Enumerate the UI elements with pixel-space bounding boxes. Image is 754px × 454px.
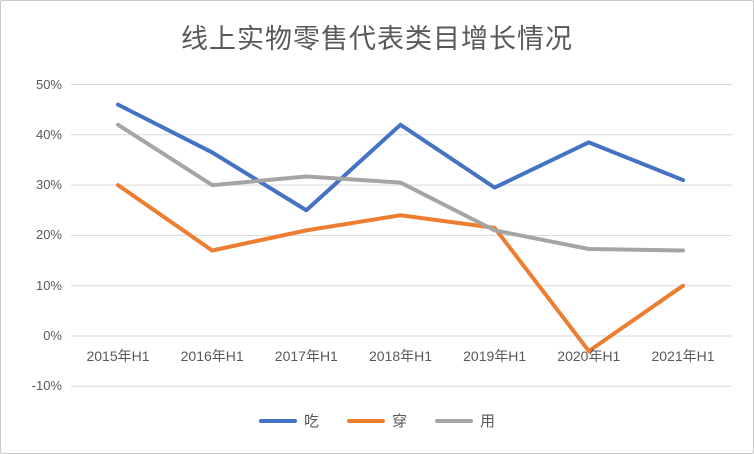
x-axis-label: 2021年H1 — [651, 348, 715, 364]
legend-item: 用 — [435, 410, 495, 431]
x-axis-label: 2018年H1 — [368, 348, 433, 364]
y-axis-tick-label: 50% — [35, 76, 62, 92]
legend-item: 穿 — [346, 410, 407, 431]
legend: 吃穿用 — [1, 410, 753, 431]
y-axis-tick-label: 40% — [35, 126, 62, 142]
series-line-1 — [116, 183, 686, 354]
series-line-0 — [116, 102, 686, 213]
y-axis-tick-label: 10% — [35, 277, 62, 293]
series-line-2 — [116, 122, 686, 253]
legend-label: 用 — [480, 413, 496, 430]
legend-label: 吃 — [303, 413, 319, 430]
y-axis-tick-label: -10% — [31, 378, 62, 394]
legend-label: 穿 — [391, 413, 407, 430]
chart-title: 线上实物零售代表类目增长情况 — [181, 24, 573, 54]
y-axis-tick-label: 0% — [43, 328, 62, 343]
y-axis-tick-label: 30% — [35, 177, 62, 193]
x-axis-label: 2017年H1 — [274, 348, 338, 364]
legend-line-swatch — [435, 418, 473, 423]
legend-item: 吃 — [258, 410, 319, 431]
y-axis-tick-label: 20% — [35, 227, 62, 243]
x-axis-label: 2019年H1 — [463, 348, 527, 364]
legend-line-swatch — [258, 418, 297, 423]
x-axis-label: 2020年H1 — [557, 348, 621, 364]
x-axis-label: 2016年H1 — [180, 348, 244, 364]
legend-line-swatch — [346, 418, 385, 423]
x-axis-label: 2015年H1 — [86, 348, 150, 364]
